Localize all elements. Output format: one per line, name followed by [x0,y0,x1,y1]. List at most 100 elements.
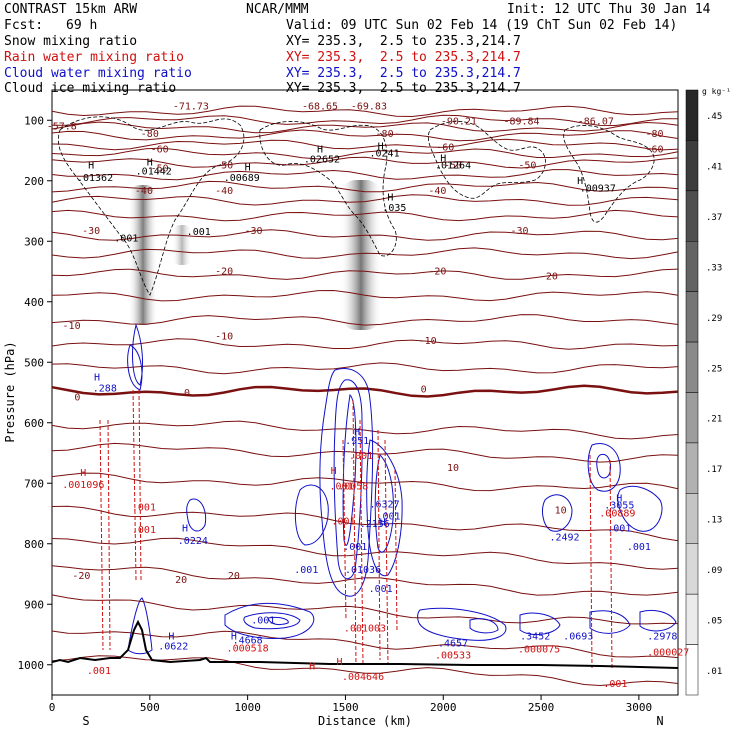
snow-contour-central [259,121,397,257]
isotherm-line-0 [51,105,679,118]
isotherm-line-26 [51,630,679,659]
rain-contour-6 [352,399,357,666]
extremum-label-21: .951 [345,436,369,447]
isotherm-label-26: -10 [63,321,81,332]
extremum-label-3: .01442 [136,167,172,178]
rain-contour-8 [377,429,381,661]
isotherm-label-30: 0 [184,388,190,399]
isotherm-line-19 [51,420,679,440]
extremum-label-4: H [245,162,251,173]
extremum-label-37: .001 [251,616,275,627]
extremum-label-60: .00533 [435,651,471,662]
isotherm-line-17 [51,362,679,375]
cloud-water-contour-s [469,618,499,634]
isotherm-label-20: -30 [82,226,100,237]
cloud-water-contours [127,323,677,655]
colorbar-segment-9 [685,543,699,595]
x-tick-label-0: 0 [49,701,56,714]
y-axis-label: Pressure (hPa) [3,341,17,442]
extremum-label-27: .001 [369,584,393,595]
snow-contours [58,116,655,296]
cloud-water-contour-k [596,453,611,479]
isotherm-label-19: -40 [428,186,446,197]
cloud-water-contour-b [127,344,143,391]
y-tick-label-9: 1000 [18,659,45,672]
rain-contour-3 [132,389,137,581]
y-tick-label-1: 200 [24,175,44,188]
field-name-cloud-water: Cloud water mixing ratio [4,66,192,81]
cloud-water-contour-d [333,379,363,580]
isotherm-label-36: 20 [228,571,240,582]
terrain-line [51,619,679,669]
org-label: NCAR/MMM [246,2,309,17]
colorbar-tick-label-2: .37 [706,213,722,223]
y-tick-label-3: 400 [24,296,44,309]
x-tick-label-5: 2500 [528,701,555,714]
snow-contour-east [427,121,546,199]
field-name-cloud-ice: Cloud ice mixing ratio [4,81,177,96]
cloud-water-contour-p [243,612,301,630]
extremum-label-58: H [337,657,343,668]
extremum-label-48: H [331,466,337,477]
colorbar: .45 .41 .37 .33 .29 .25 .21 .17 .13 .09 .05 .01 [685,89,722,696]
extremum-label-56: .000518 [227,643,269,654]
field-name-rain: Rain water mixing ratio [4,50,185,65]
isotherm-label-8: -80 [376,129,394,140]
colorbar-segment-1 [685,140,699,192]
rain-contour-7 [359,419,364,666]
extremum-label-22: H [380,518,386,529]
x-tick-label-2: 1000 [234,701,261,714]
isotherm-label-13: -50 [151,164,169,175]
field-xy-rain: XY= 235.3, 2.5 to 235.3,214.7 [286,50,521,65]
isotherm-line-15 [51,314,679,326]
isotherm-line-5 [51,147,679,160]
cloud-water-contour-m [617,485,663,532]
extremum-label-38: H [168,631,174,642]
colorbar-segment-3 [685,241,699,292]
isotherm-line-2 [51,121,679,134]
isotherm-label-12: -60 [645,144,663,155]
extremum-label-35: .001 [607,524,631,535]
extremum-label-40: H [231,631,237,642]
cloud-water-contour-o [224,602,315,639]
cloud-water-contour-t [519,612,561,636]
isotherm-label-35: 20 [175,575,187,586]
colorbar-tick-label-4: .29 [706,314,722,324]
rain-contour-12 [609,459,613,669]
cloud-water-contour-n [127,597,153,655]
axes: 0 500 1000 1500 2000 2500 30001002003004005006… [18,114,653,714]
cloud-water-contour-e [342,394,357,546]
isotherm-label-10: -60 [151,144,169,155]
extremum-label-5: .00689 [224,173,260,184]
isotherm-label-18: -40 [215,186,233,197]
isotherm-label-28: -10 [419,336,437,347]
extremum-label-14: H [387,193,393,204]
extremum-label-15: .035 [382,203,406,214]
isotherm-label-0: -57.8 [47,121,77,132]
snow-contour-west [58,116,245,296]
isotherm-label-1: -71.73 [173,101,209,112]
isotherm-label-16: -50 [518,161,536,172]
extremum-label-9: .0241 [370,149,400,160]
cloud-water-contour-c [319,368,374,597]
colorbar-segment-7 [685,442,699,494]
y-tick-label-6: 700 [24,477,44,490]
x-axis-label: Distance (km) [318,714,412,728]
cloud-water-contour-g [374,454,394,553]
extremum-label-64: .001 [603,679,627,690]
rain-contour-2 [107,419,111,651]
isotherm-label-24: -20 [428,267,446,278]
extremum-label-65: H [309,662,315,673]
extremum-label-25: .001 [376,512,400,523]
extremum-label-30: H [182,524,188,535]
colorbar-tick-label-9: .09 [706,566,722,576]
colorbar-segment-11 [685,644,699,696]
isotherm-line-13 [51,268,679,280]
isotherm-line-16 [51,338,679,350]
extremum-label-46: H [80,468,86,479]
extremum-label-20: H [354,427,360,438]
isotherm-label-22: -30 [511,226,529,237]
extremum-label-49: .001 [329,481,353,492]
cloud-water-contour-i [186,498,207,532]
extremum-label-51: .0058 [338,481,368,492]
